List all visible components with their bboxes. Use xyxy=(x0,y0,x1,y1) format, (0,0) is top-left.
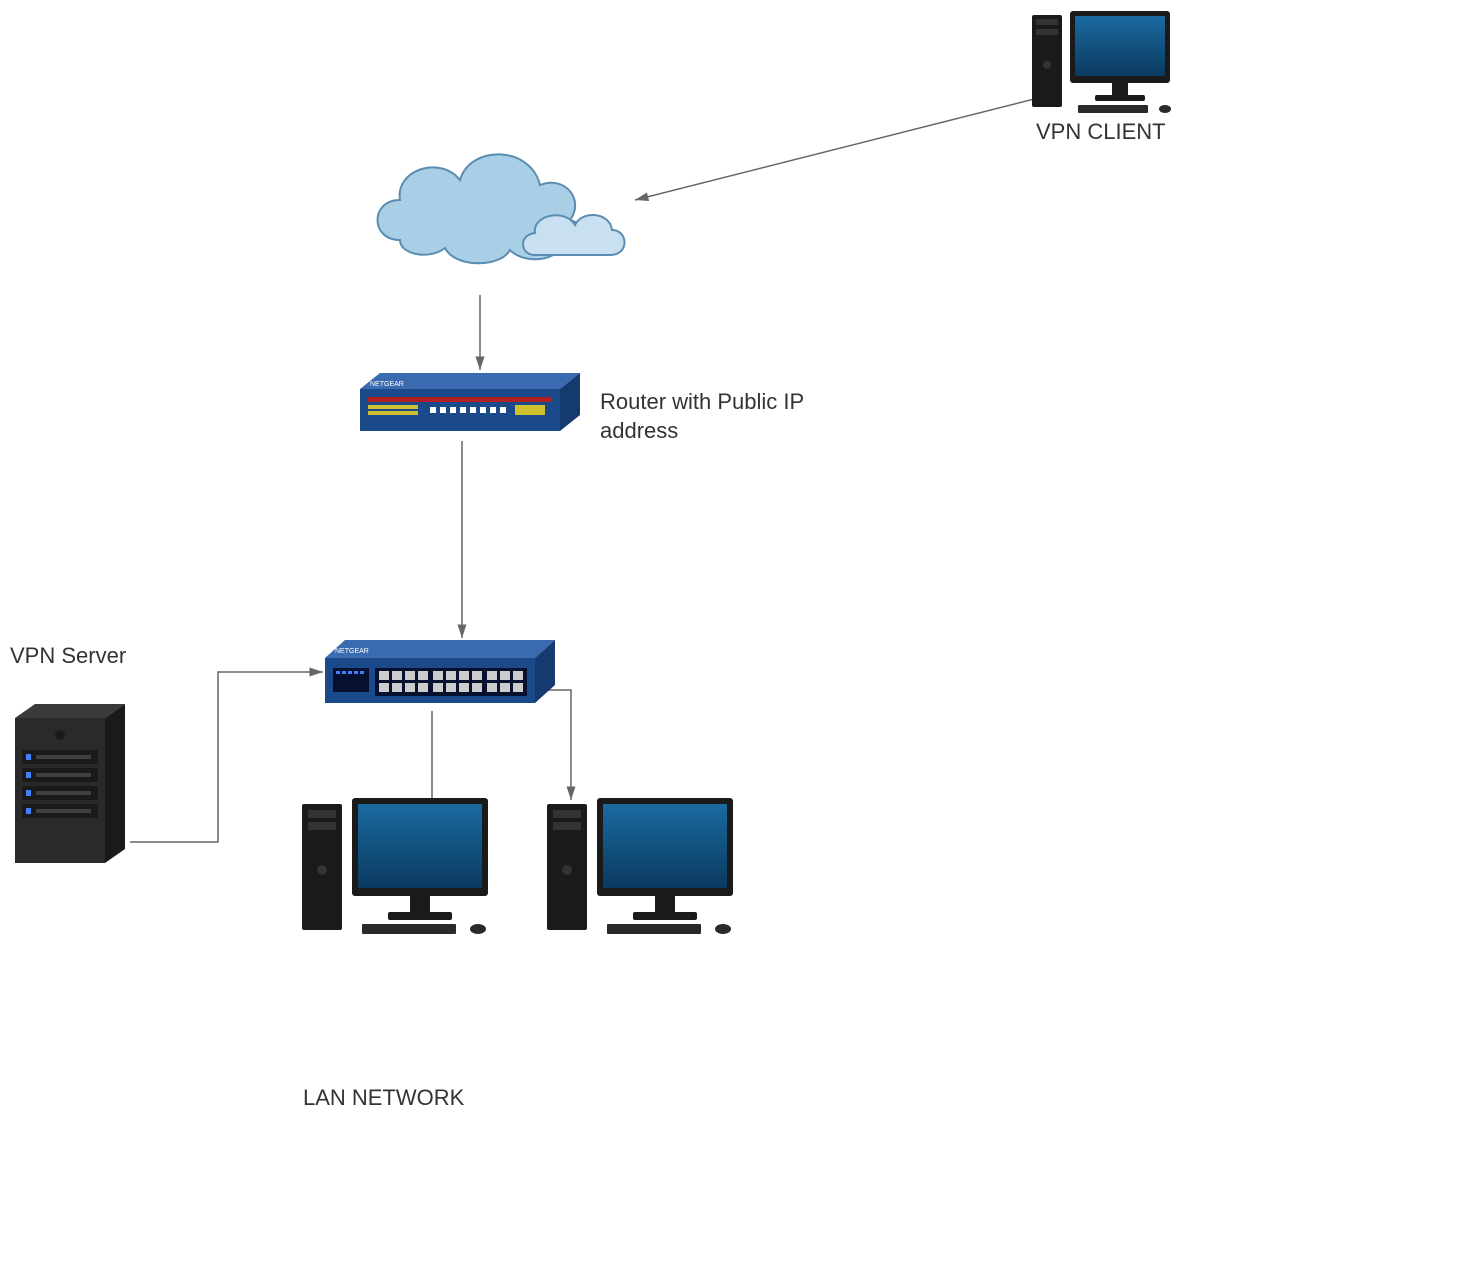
svg-text:NETGEAR: NETGEAR xyxy=(370,381,404,388)
vpn-server-icon xyxy=(10,700,130,870)
svg-text:NETGEAR: NETGEAR xyxy=(335,648,369,655)
router-label: Router with Public IP address xyxy=(600,388,820,445)
router-icon: NETGEAR xyxy=(360,371,580,436)
vpn-client-label: VPN CLIENT xyxy=(1036,118,1166,147)
switch-icon: NETGEAR xyxy=(325,638,555,710)
lan-network-label: LAN NETWORK xyxy=(303,1084,464,1113)
vpn-client-icon xyxy=(1030,5,1180,115)
lan-pc2-icon xyxy=(545,790,745,940)
diagram-edges xyxy=(0,0,1469,1266)
cloud-icon xyxy=(360,130,640,300)
vpn-server-label: VPN Server xyxy=(10,642,126,671)
lan-pc1-icon xyxy=(300,790,500,940)
